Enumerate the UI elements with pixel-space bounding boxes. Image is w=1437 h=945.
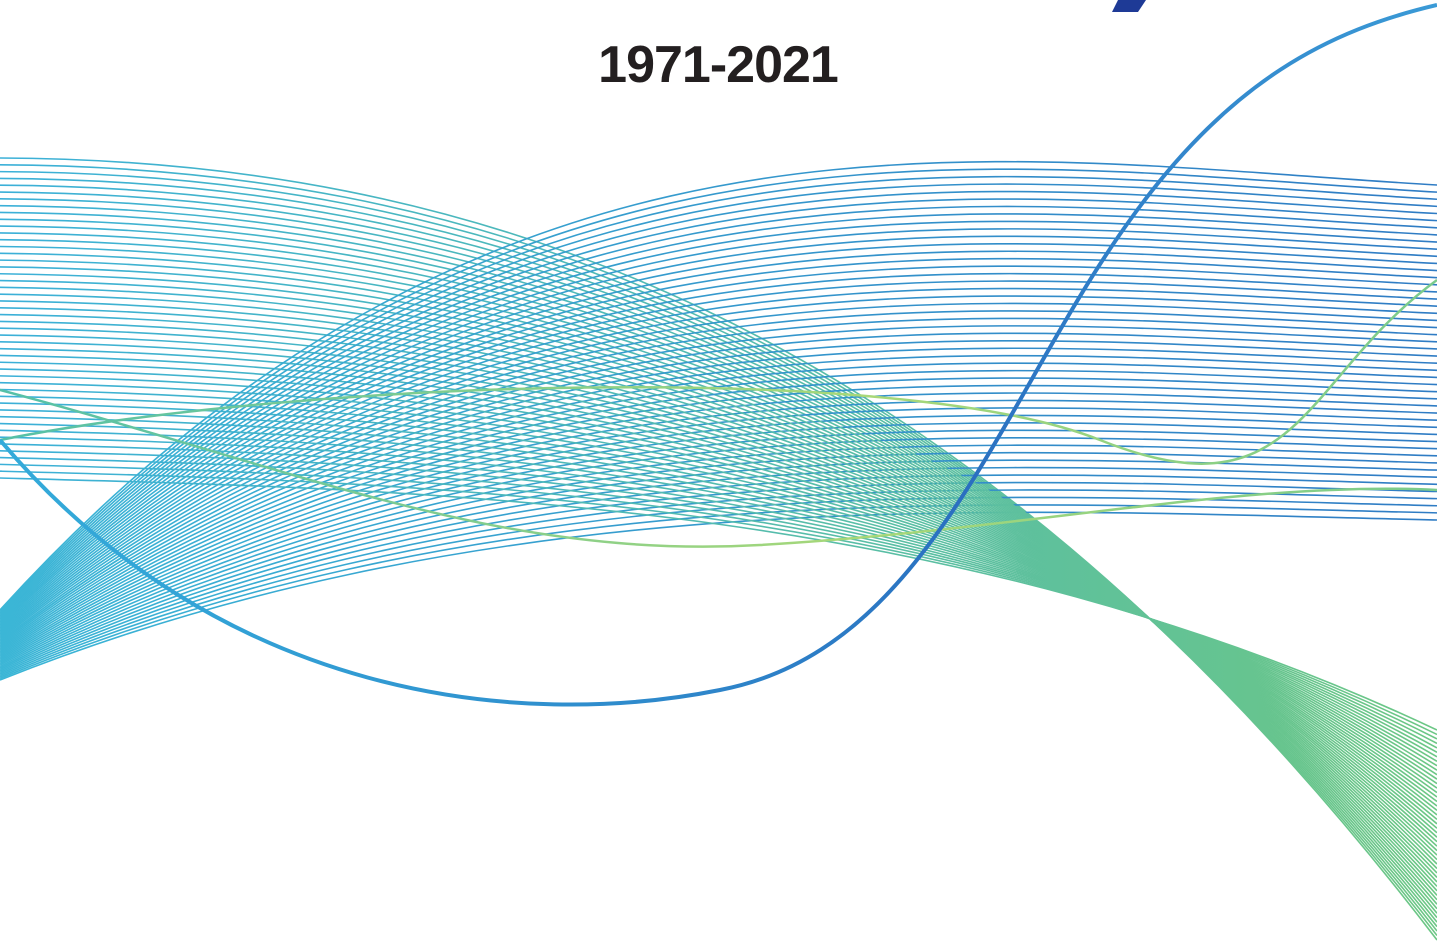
wave-line xyxy=(0,184,1437,614)
logo-fragment xyxy=(1112,0,1146,12)
wave-line xyxy=(0,408,1437,659)
wave-line xyxy=(0,172,1437,931)
title: 1971-2021 xyxy=(598,36,838,94)
wave-lines xyxy=(0,158,1437,940)
page: 1971-2021 (() => { const data = JSON.par… xyxy=(0,0,1437,945)
wave-line xyxy=(0,315,1437,838)
cover-art: 1971-2021 xyxy=(0,0,1437,945)
wave-line xyxy=(0,400,1437,657)
wave-line xyxy=(0,362,1437,806)
wave-line xyxy=(0,464,1437,739)
wave-line xyxy=(0,247,1437,882)
wave-line xyxy=(0,199,1437,913)
